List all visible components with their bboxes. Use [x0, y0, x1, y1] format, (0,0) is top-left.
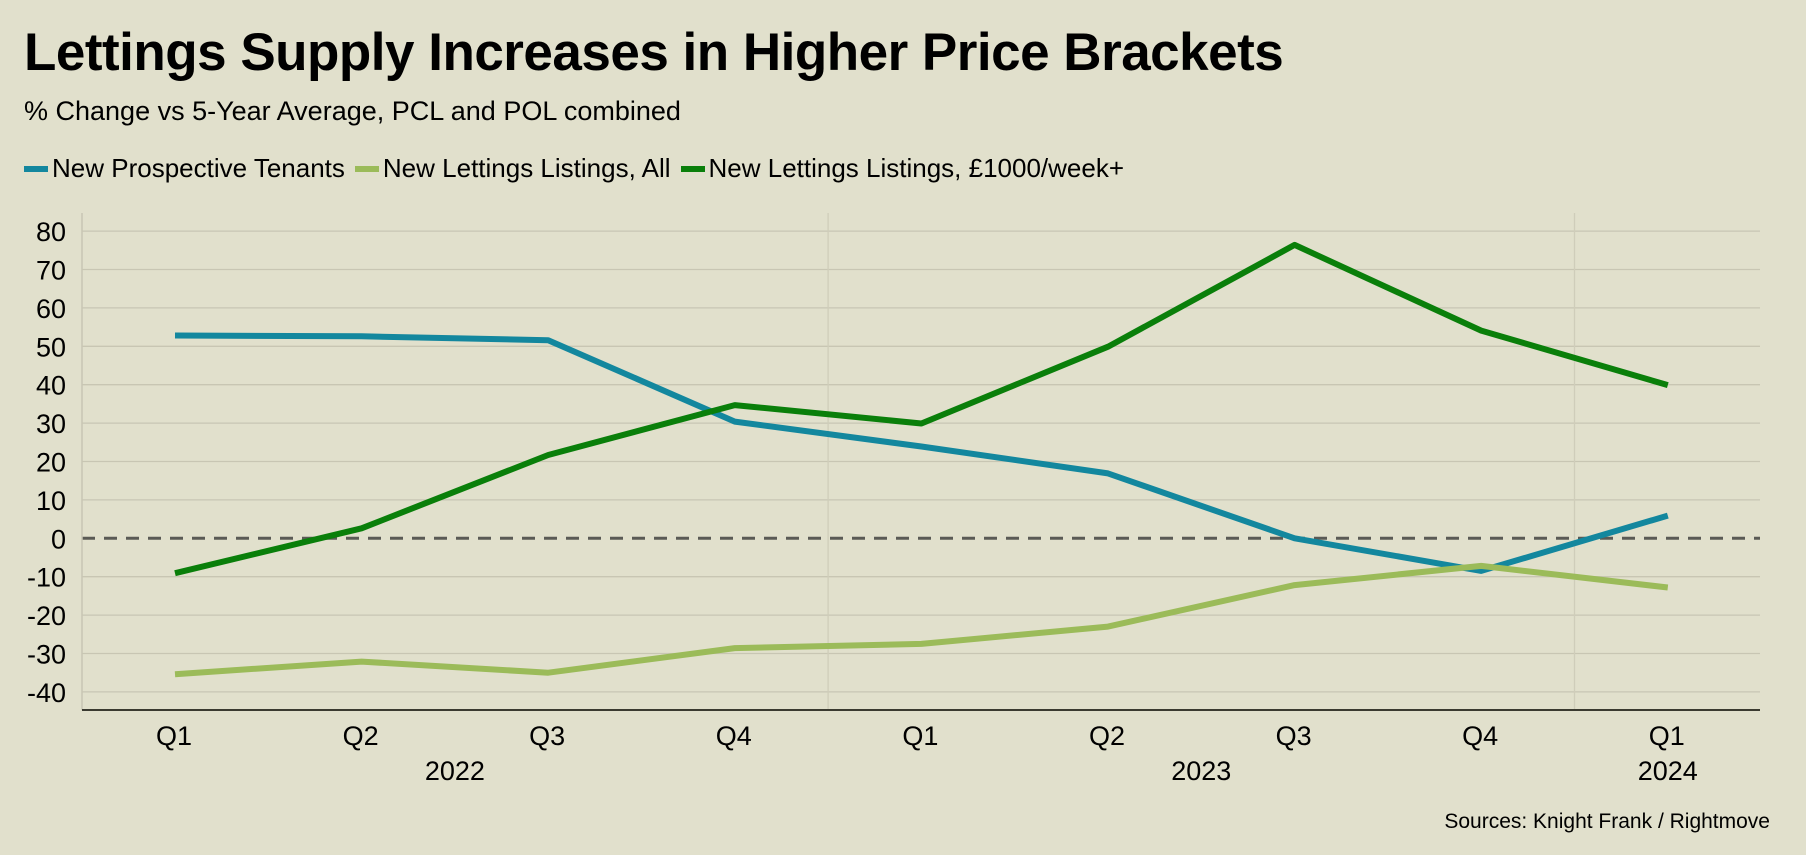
- source-note: Sources: Knight Frank / Rightmove: [1444, 810, 1770, 833]
- legend-swatch: [680, 165, 705, 172]
- chart-title: Lettings Supply Increases in Higher Pric…: [24, 23, 1284, 82]
- y-tick-label: -20: [27, 601, 66, 631]
- legend-swatch: [354, 165, 379, 172]
- x-tick-label: Q1: [156, 721, 192, 751]
- y-tick-label: 70: [36, 256, 66, 286]
- x-tick-label: Q1: [1649, 721, 1685, 751]
- y-tick-label: -10: [27, 563, 66, 593]
- legend-swatch: [24, 165, 48, 172]
- x-tick-label: Q2: [343, 721, 379, 751]
- y-axis-labels: 80 70 60 50 40 30 20 10 0 -10 -20 -30 -40: [27, 217, 66, 708]
- legend-item-listings-all: New Lettings Listings, All: [354, 153, 671, 184]
- legend-item-listings-1000: New Lettings Listings, £1000/week+: [680, 153, 1125, 184]
- x-tick-label: Q3: [529, 721, 565, 751]
- legend: New Prospective Tenants New Lettings Lis…: [24, 153, 1134, 184]
- x-group-label: 2023: [1171, 756, 1231, 786]
- x-tick-label: Q4: [1462, 721, 1498, 751]
- x-tick-label: Q3: [1276, 721, 1312, 751]
- series-lines: [174, 241, 1669, 678]
- x-axis-labels: Q1 Q2 Q3 Q4 Q1 Q2 Q3 Q4 Q1 2022 2023 2024: [156, 721, 1698, 786]
- y-tick-label: 30: [36, 409, 66, 439]
- y-tick-label: 80: [36, 217, 66, 247]
- series-line-2: [174, 241, 1669, 577]
- y-tick-label: 60: [36, 294, 66, 324]
- y-tick-label: -40: [27, 678, 66, 708]
- series-line-1: [174, 562, 1669, 678]
- y-tick-label: 20: [36, 448, 66, 478]
- chart-subtitle: % Change vs 5-Year Average, PCL and POL …: [24, 96, 681, 126]
- x-group-label: 2024: [1638, 756, 1698, 786]
- series-line-0: [174, 332, 1669, 574]
- x-tick-label: Q2: [1089, 721, 1125, 751]
- legend-item-prospective-tenants: New Prospective Tenants: [24, 153, 345, 184]
- x-group-label: 2022: [425, 756, 485, 786]
- y-tick-label: 40: [36, 371, 66, 401]
- y-tick-label: 10: [36, 486, 66, 516]
- legend-label: New Lettings Listings, All: [382, 153, 671, 183]
- y-tick-label: 0: [51, 524, 66, 554]
- gridlines: [81, 213, 1760, 711]
- y-tick-label: -30: [27, 640, 66, 670]
- x-tick-label: Q1: [902, 721, 938, 751]
- legend-label: New Prospective Tenants: [52, 153, 345, 183]
- legend-label: New Lettings Listings, £1000/week+: [708, 153, 1125, 183]
- x-tick-label: Q4: [716, 721, 752, 751]
- y-tick-label: 50: [36, 332, 66, 362]
